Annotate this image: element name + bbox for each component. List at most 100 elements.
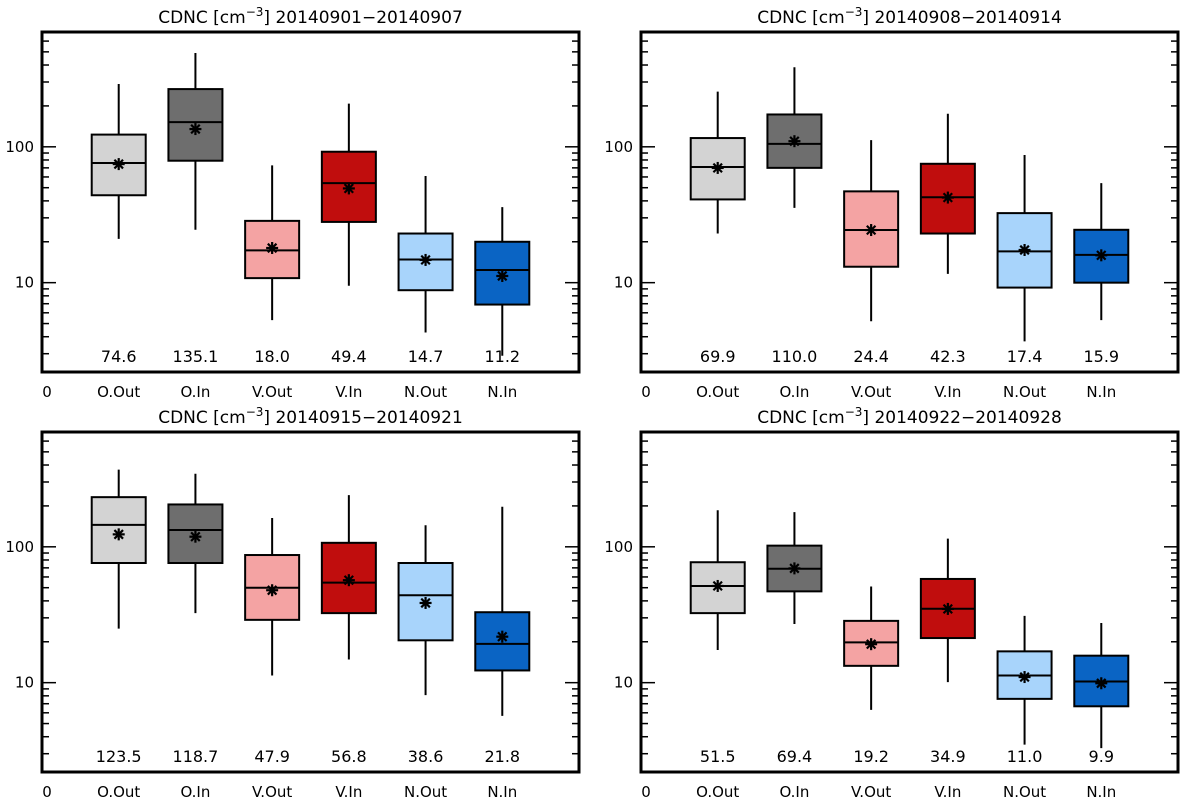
title-suffix: ] 20140901−20140907 [263,8,462,28]
box-v-out [843,586,900,710]
mean-value-label: 56.8 [331,747,367,766]
chart-title: CDNC [cm−3] 20140915−20140921 [158,405,463,428]
mean-value-label: 11.0 [1007,747,1043,766]
mean-marker [189,530,202,543]
mean-value-label: 11.2 [484,347,520,366]
x-category-label: V.Out [851,783,891,801]
mean-marker [1095,249,1108,262]
box-o-in [766,67,823,208]
x-zero-label: 0 [641,383,651,401]
mean-marker [419,596,432,609]
x-category-label: N.In [1086,783,1116,801]
mean-value-label: 51.5 [700,747,736,766]
x-category-label: O.In [779,783,809,801]
x-category-label: O.In [180,383,210,401]
x-zero-label: 0 [641,783,651,801]
mean-marker [1095,677,1108,690]
x-category-label: N.In [487,383,517,401]
mean-marker [342,182,355,195]
x-category-label: V.In [335,783,362,801]
x-category-label: N.Out [1003,383,1046,401]
box-v-in [320,103,377,286]
box-n-in [474,207,531,356]
mean-value-label: 49.4 [331,347,367,366]
title-exponent: −3 [246,5,264,19]
title-prefix: CDNC [cm [757,8,845,28]
y-tick-label: 100 [604,138,633,156]
x-category-label: V.Out [851,383,891,401]
mean-value-label: 15.9 [1083,347,1119,366]
chart-panel-1: CDNC [cm−3] 20140901−20140907 10 100 0 74.6 O… [5,5,581,401]
mean-marker [865,638,878,651]
x-category-label: N.Out [1003,783,1046,801]
y-tick-label: 100 [5,538,34,556]
x-category-label: V.In [335,383,362,401]
box-n-out [996,615,1053,745]
plot-frame [639,30,1180,374]
mean-marker [419,253,432,266]
title-suffix: ] 20140915−20140921 [263,408,462,428]
box-v-in [320,495,377,660]
title-exponent: −3 [845,405,863,419]
box-v-out [843,140,900,322]
box-n-out [397,175,454,333]
y-tick-label: 10 [614,274,633,292]
x-category-label: O.Out [97,783,140,801]
y-tick-label: 100 [5,138,34,156]
box-n-in [1073,183,1130,321]
mean-value-label: 47.9 [254,747,290,766]
mean-marker [788,135,801,148]
x-category-label: O.Out [97,383,140,401]
x-category-label: N.In [1086,383,1116,401]
mean-value-label: 42.3 [930,347,966,366]
mean-value-label: 21.8 [484,747,520,766]
title-prefix: CDNC [cm [158,408,246,428]
x-category-label: V.Out [252,783,292,801]
box-v-out [244,165,301,321]
mean-value-label: 17.4 [1007,347,1043,366]
mean-marker [342,574,355,587]
plot-frame [639,430,1180,774]
mean-marker [711,579,724,592]
x-category-label: O.Out [696,383,739,401]
mean-value-label: 14.7 [408,347,444,366]
mean-marker [788,562,801,575]
mean-value-label: 118.7 [173,747,219,766]
mean-marker [189,123,202,136]
mean-value-label: 123.5 [96,747,142,766]
y-tick-label: 10 [614,674,633,692]
mean-value-label: 24.4 [853,347,889,366]
x-category-label: O.In [779,383,809,401]
x-category-label: N.Out [404,783,447,801]
iqr-box [996,212,1053,289]
box-o-in [167,53,224,230]
mean-marker [711,161,724,174]
box-v-in [919,538,976,683]
mean-value-label: 69.4 [777,747,813,766]
x-category-label: V.In [934,383,961,401]
box-o-out [689,91,746,234]
box-o-in [766,512,823,625]
mean-marker [112,158,125,171]
title-exponent: −3 [246,405,264,419]
box-n-out [397,525,454,696]
x-zero-label: 0 [42,783,52,801]
mean-marker [865,224,878,237]
box-o-out [90,469,147,629]
y-minor-ticks [42,431,579,755]
chart-title: CDNC [cm−3] 20140901−20140907 [158,5,463,28]
chart-panel-4: CDNC [cm−3] 20140922−20140928 10 100 0 51.5 O… [604,405,1180,801]
chart-panel-2: CDNC [cm−3] 20140908−20140914 10 100 0 69.9 O… [604,5,1180,401]
mean-value-label: 38.6 [408,747,444,766]
mean-marker [266,241,279,254]
y-tick-label: 10 [15,274,34,292]
mean-marker [496,269,509,282]
mean-marker [496,630,509,643]
plot-frame [40,30,581,374]
mean-marker [1018,243,1031,256]
box-v-out [244,517,301,676]
x-zero-label: 0 [42,383,52,401]
title-suffix: ] 20140922−20140928 [862,408,1061,428]
mean-marker [941,602,954,615]
